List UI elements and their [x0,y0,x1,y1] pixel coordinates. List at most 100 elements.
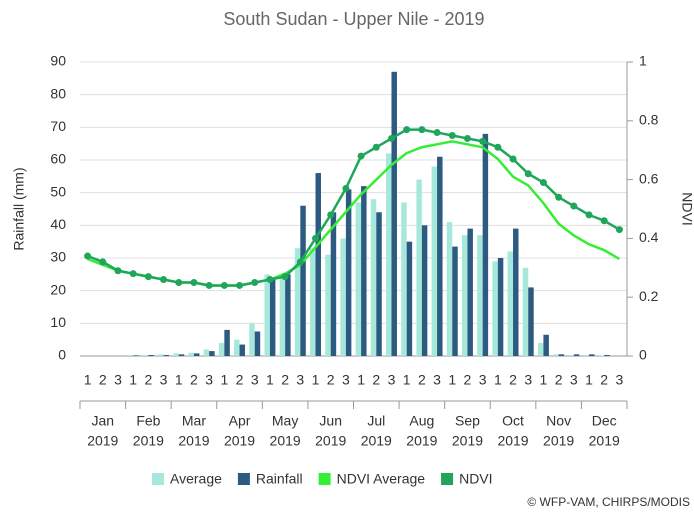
year-label: 2019 [361,433,392,449]
bar [431,166,438,356]
bar [178,354,185,356]
line-marker [555,193,563,201]
bar [330,212,337,356]
y-tick-label: 80 [50,85,66,101]
y-tick-label: 40 [50,216,66,232]
bar [173,353,179,356]
x-tick-label: 3 [388,372,396,388]
y-tick-label: 30 [50,249,66,265]
x-tick-label: 3 [616,372,624,388]
bar [598,355,605,356]
month-label: Mar [182,413,206,429]
bar [482,133,489,356]
year-label: 2019 [224,433,255,449]
bar [406,241,413,356]
x-tick-label: 1 [175,372,183,388]
line-marker [114,267,122,275]
bar [325,254,331,356]
bar [553,354,559,356]
line-marker [479,137,487,145]
bar [370,199,377,356]
y2-tick-label: 0 [639,347,647,363]
x-tick-label: 3 [296,372,304,388]
line-marker [327,211,335,219]
line-marker [144,273,152,281]
bar [355,202,362,356]
y2-tick-label: 0.8 [639,112,659,128]
legend-label: NDVI Average [337,471,426,487]
bar [239,344,246,356]
month-label: May [272,413,298,429]
line-marker [494,143,502,151]
bar [163,355,170,356]
month-label: Jun [319,413,342,429]
bar [269,277,276,356]
bar [543,334,549,356]
legend-label: NDVI [459,471,492,487]
x-tick-label: 1 [540,372,548,388]
y-tick-label: 0 [58,347,66,363]
bar [203,349,210,356]
bar [310,248,316,356]
bar [209,351,215,356]
bar [158,354,164,356]
line-marker [281,273,289,281]
x-tick-label: 2 [509,372,517,388]
year-label: 2019 [452,433,483,449]
line-marker [266,276,274,284]
x-tick-label: 2 [555,372,563,388]
x-tick-label: 1 [312,372,320,388]
line-marker [342,184,350,192]
year-label: 2019 [315,433,346,449]
bar [583,355,590,356]
legend-swatch [237,473,250,485]
x-tick-label: 1 [494,372,502,388]
y2-axis-label: NDVI [679,192,694,225]
bar [224,329,230,356]
bar [340,238,346,356]
x-tick-label: 3 [205,372,213,388]
bar [513,228,519,356]
year-label: 2019 [270,433,301,449]
bar [461,235,468,356]
bar [376,212,382,356]
x-tick-label: 2 [464,372,472,388]
line-marker [205,281,213,289]
x-tick-label: 1 [448,372,456,388]
line-marker [99,258,107,266]
x-tick-label: 2 [281,372,289,388]
bar [142,355,149,356]
line-marker [448,132,456,139]
year-label: 2019 [133,433,164,449]
bar [401,202,407,356]
bar [467,228,473,356]
line-marker [312,234,320,242]
line-marker [160,276,168,284]
bar [133,355,139,356]
month-label: Jul [367,413,385,429]
bar [558,354,565,356]
bar [492,261,498,356]
line-marker [84,252,92,260]
month-label: Jan [92,413,115,429]
x-tick-label: 3 [570,372,578,388]
bar [507,251,514,356]
x-tick-label: 3 [479,372,487,388]
legend-label: Average [170,471,222,487]
bar [345,189,352,356]
bar [589,354,595,356]
chart-title: South Sudan - Upper Nile - 2019 [223,9,484,29]
x-tick-label: 1 [220,372,228,388]
line-marker [600,217,608,225]
bar [249,323,255,356]
bar [294,248,301,356]
line-marker [433,129,441,137]
line-marker [220,281,228,289]
month-label: Feb [136,413,160,429]
line-marker [539,179,547,187]
line-marker [236,281,244,289]
x-tick-label: 1 [266,372,274,388]
bar [234,339,240,356]
bar [446,222,453,356]
